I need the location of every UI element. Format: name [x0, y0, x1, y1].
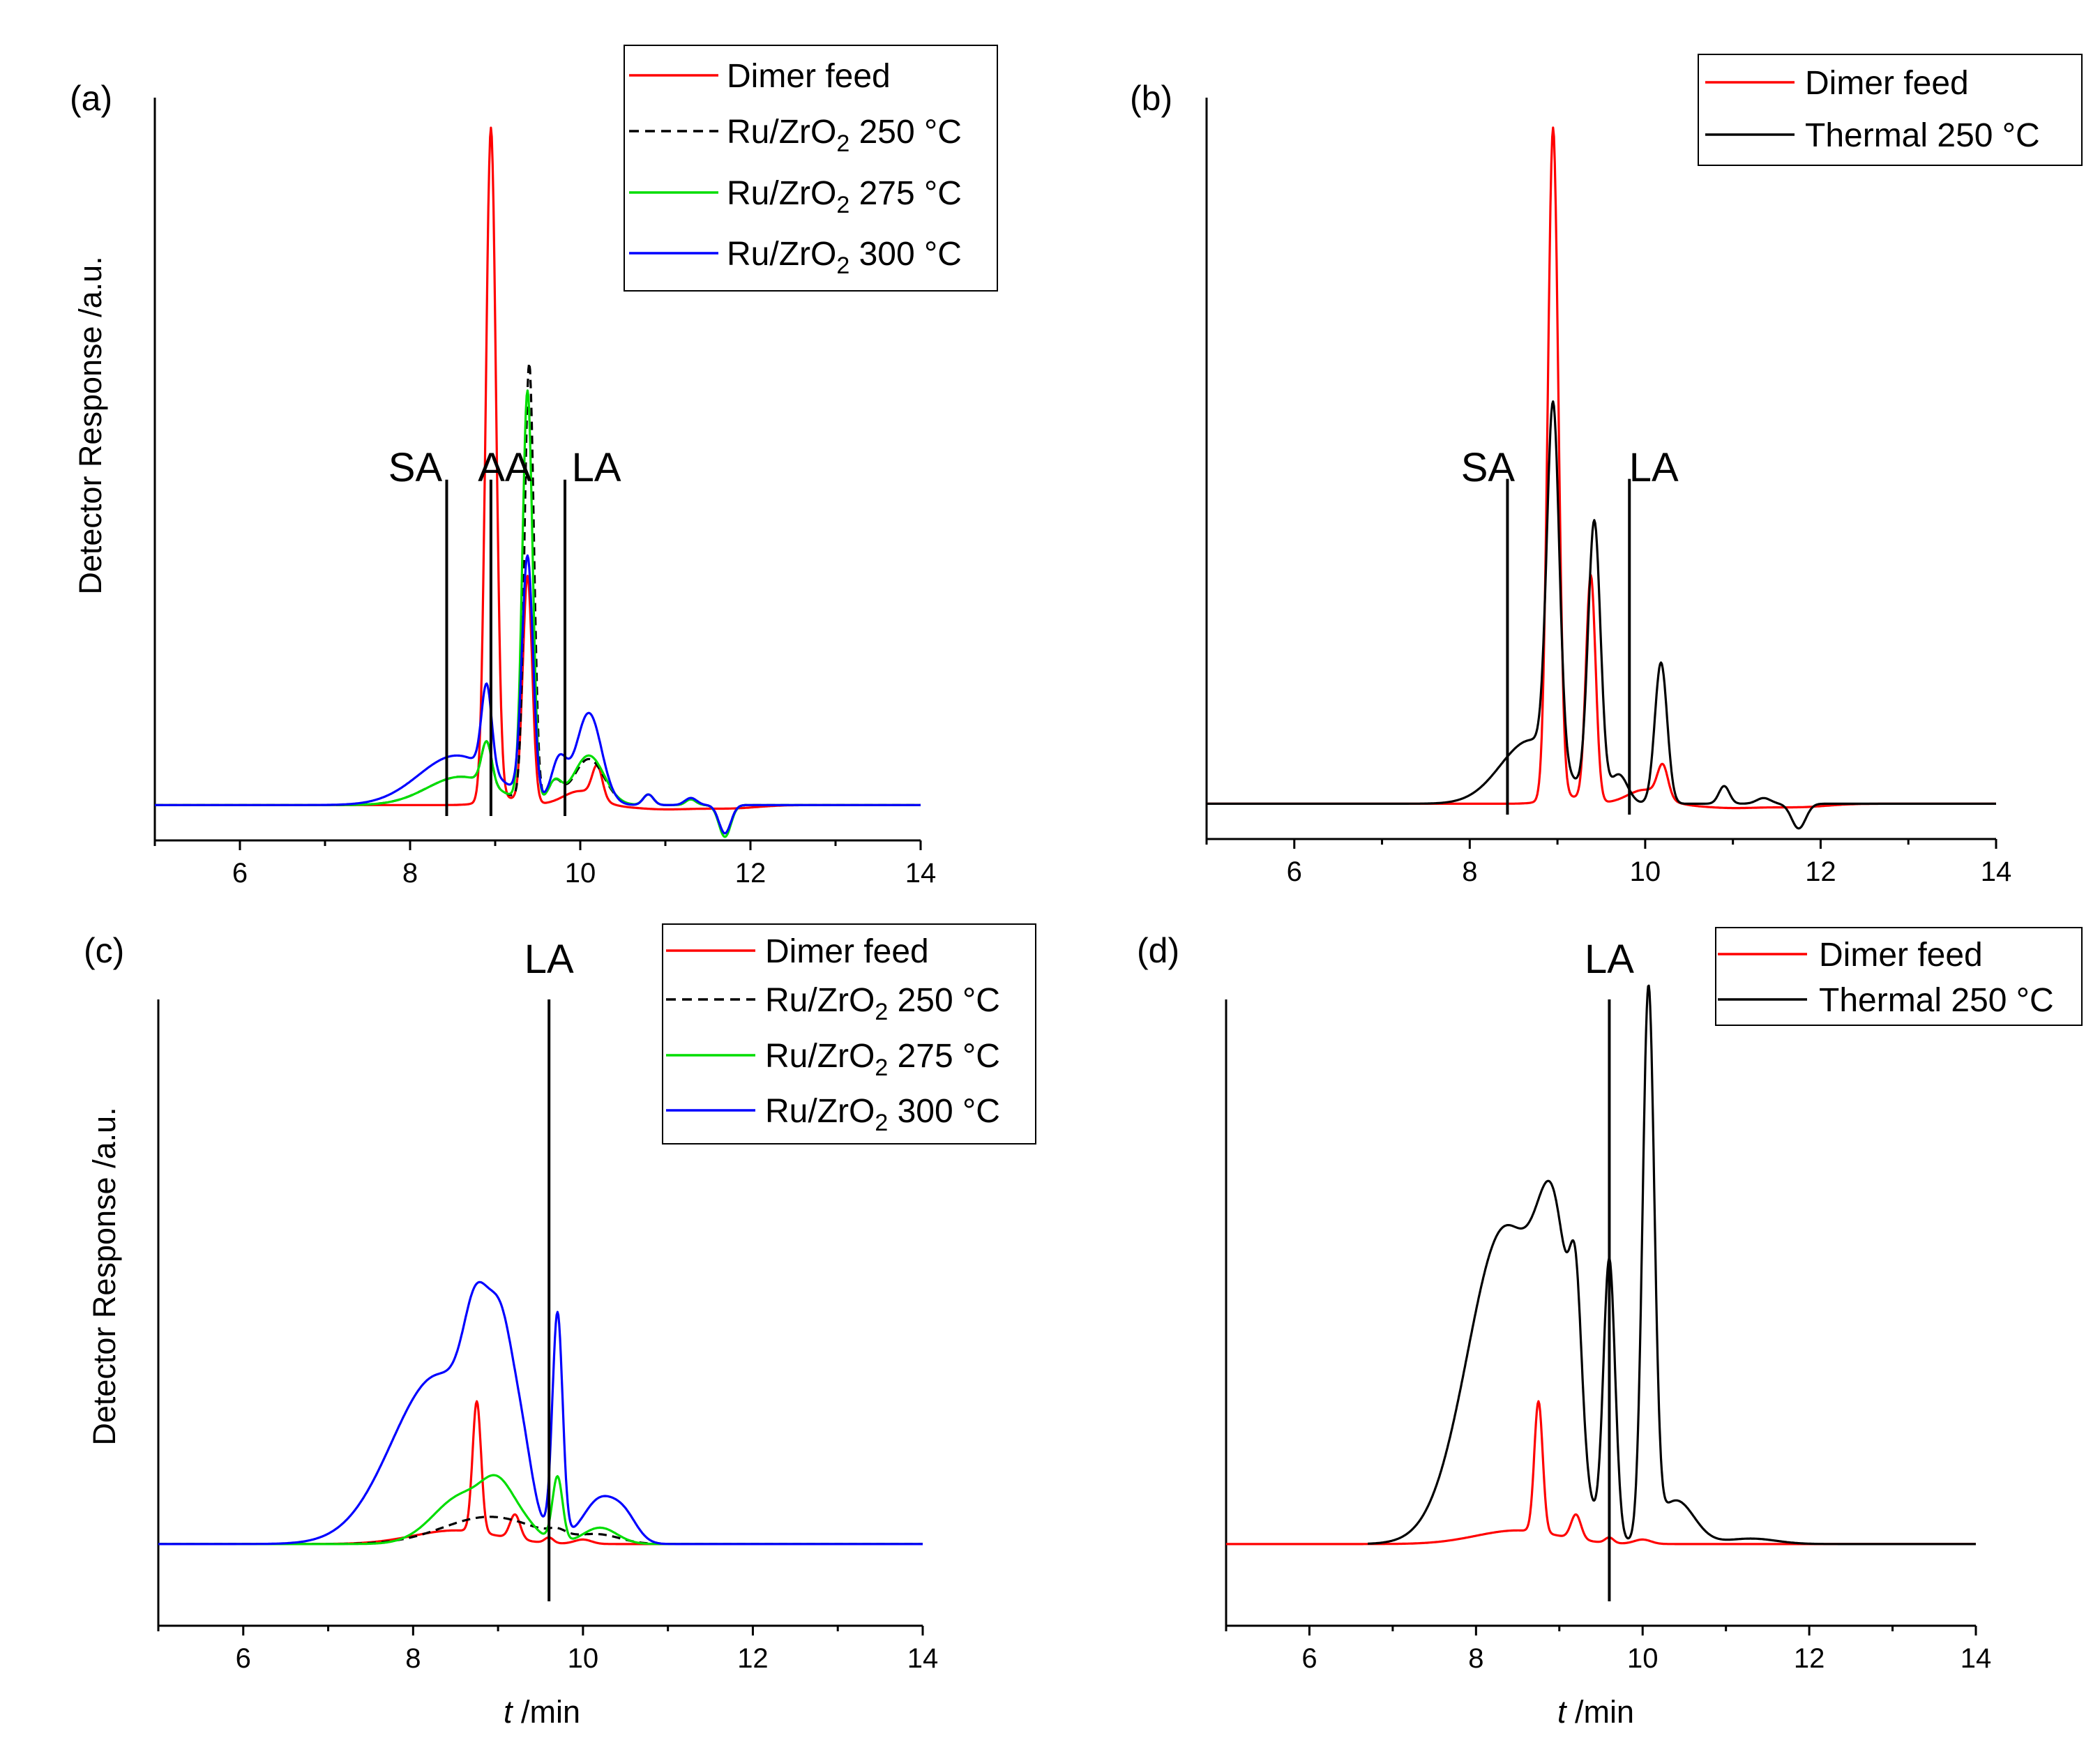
panel-d-label: (d): [1137, 931, 1179, 970]
panel-d-series-thermal-250-c: [1367, 984, 1977, 1546]
panel-d-legend: Dimer feed Thermal 250 °C: [1715, 927, 2083, 1026]
panel-c-legend-label-ru-zro2-300-c: Ru/ZrO2 300 °C: [765, 1093, 1000, 1136]
panel-a-tick-label-12: 12: [735, 858, 766, 889]
panel-a-tick-label-8: 8: [402, 858, 418, 889]
panel-b-tick-label-14: 14: [1981, 856, 2012, 887]
panel-b-label: (b): [1130, 79, 1172, 118]
panel-c: (c) Detector Response /a.u. t /min 6 8 10 1…: [84, 923, 1036, 1730]
panel-b-legend-box: [1698, 54, 2083, 166]
panel-a-legend-label-ru-zro2-275-c: Ru/ZrO2 275 °C: [727, 175, 962, 218]
panel-c-tick-label-10: 10: [568, 1643, 599, 1674]
panel-b-legend-label-thermal-250-c: Thermal 250 °C: [1805, 117, 2040, 154]
panel-c-xlabel: t /min: [504, 1694, 580, 1730]
panel-a: (a) Detector Response /a.u. 6 8 10 12 14 SA AA…: [70, 45, 998, 889]
panel-c-label: (c): [84, 931, 124, 970]
panel-a-ylabel: Detector Response /a.u.: [73, 256, 108, 594]
panel-a-marker-label-sa: SA: [388, 445, 443, 490]
panel-b-marker-label-sa: SA: [1461, 445, 1516, 490]
panel-d-tick-label-14: 14: [1961, 1643, 1992, 1674]
panel-b-tick-label-6: 6: [1287, 856, 1302, 887]
panel-c-legend: Dimer feed Ru/ZrO2 250 °C Ru/ZrO2 275 °C Ru…: [662, 923, 1036, 1145]
panel-c-series-dimer-feed: [158, 1400, 923, 1546]
panel-d: (d) t /min 6 8 10 12 14 LA Dimer feed Thermal 2…: [1137, 927, 2083, 1730]
panel-c-tick-label-14: 14: [907, 1643, 939, 1674]
panel-a-label: (a): [70, 79, 112, 118]
panel-a-legend-label-ru-zro2-300-c: Ru/ZrO2 300 °C: [727, 236, 962, 279]
panel-c-legend-label-dimer-feed: Dimer feed: [765, 933, 929, 970]
panel-a-marker-label-la: LA: [572, 445, 621, 490]
panel-c-ylabel: Detector Response /a.u.: [86, 1107, 122, 1445]
panel-c-series-ru-zro2-300-c: [158, 1281, 923, 1546]
panel-d-tick-label-12: 12: [1794, 1643, 1825, 1674]
panel-d-xlabel-unit: /min: [1566, 1694, 1635, 1730]
panel-b-plot: 6 8 10 12 14 SA LA Dimer feed Thermal 250 °C: [1205, 54, 2083, 887]
panel-c-marker-label-la: LA: [524, 937, 574, 982]
panel-c-xlabel-italic: t: [504, 1694, 514, 1730]
panel-c-legend-label-ru-zro2-250-c: Ru/ZrO2 250 °C: [765, 982, 1000, 1025]
panel-a-tick-label-14: 14: [905, 858, 937, 889]
panel-b-marker-label-la: LA: [1629, 445, 1679, 490]
panel-d-tick-label-6: 6: [1301, 1643, 1317, 1674]
panel-b-tick-label-12: 12: [1805, 856, 1836, 887]
panel-b-legend: Dimer feed Thermal 250 °C: [1698, 54, 2083, 166]
panel-b: (b) 6 8 10 12 14 SA LA Dimer feed Thermal 250 °C: [1130, 54, 2083, 887]
panel-a-legend-box: [624, 45, 998, 292]
panel-d-legend-label-thermal-250-c: Thermal 250 °C: [1819, 982, 2054, 1019]
panel-b-legend-label-dimer-feed: Dimer feed: [1805, 65, 1969, 102]
panel-b-series-thermal-250-c: [1206, 400, 1997, 830]
panel-a-tick-label-10: 10: [565, 858, 596, 889]
panel-c-tick-label-12: 12: [737, 1643, 769, 1674]
panel-d-legend-label-dimer-feed: Dimer feed: [1819, 937, 1983, 974]
panel-b-tick-label-8: 8: [1462, 856, 1477, 887]
panel-b-series-dimer-feed: [1206, 126, 1997, 810]
panel-b-tick-label-10: 10: [1630, 856, 1661, 887]
panel-d-marker-label-la: LA: [1585, 937, 1634, 982]
panel-d-legend-box: [1715, 927, 2083, 1026]
panel-d-xlabel-italic: t: [1557, 1694, 1568, 1730]
panel-c-series-ru-zro2-250-c: [158, 1516, 923, 1546]
panel-c-legend-box: [662, 923, 1036, 1145]
panel-c-tick-label-8: 8: [405, 1643, 421, 1674]
panel-d-tick-label-8: 8: [1468, 1643, 1483, 1674]
panel-d-xlabel: t /min: [1557, 1694, 1634, 1730]
panel-d-plot: 6 8 10 12 14 LA Dimer feed Thermal 250 °C: [1225, 927, 2083, 1674]
panel-a-series-ru-zro2-300-c: [154, 554, 921, 835]
panel-c-xlabel-unit: /min: [513, 1694, 581, 1730]
panel-c-legend-label-ru-zro2-275-c: Ru/ZrO2 275 °C: [765, 1038, 1000, 1081]
panel-a-legend-label-dimer-feed: Dimer feed: [727, 58, 891, 95]
panel-d-tick-label-10: 10: [1627, 1643, 1659, 1674]
panel-c-plot: 6 8 10 12 14 LA Dimer feed Ru/ZrO2 250 °C Ru/ZrO…: [157, 923, 1036, 1674]
panel-a-legend: Dimer feed Ru/ZrO2 250 °C Ru/ZrO2 275 °C Ru…: [624, 45, 998, 292]
panel-a-plot: 6 8 10 12 14 SA AA LA Dimer feed Ru/ZrO2 250 °C Ru…: [153, 45, 998, 889]
panel-c-tick-label-6: 6: [236, 1643, 251, 1674]
panel-a-tick-label-6: 6: [232, 858, 248, 889]
panel-a-legend-label-ru-zro2-250-c: Ru/ZrO2 250 °C: [727, 114, 962, 157]
panel-a-marker-label-aa: AA: [478, 445, 532, 490]
